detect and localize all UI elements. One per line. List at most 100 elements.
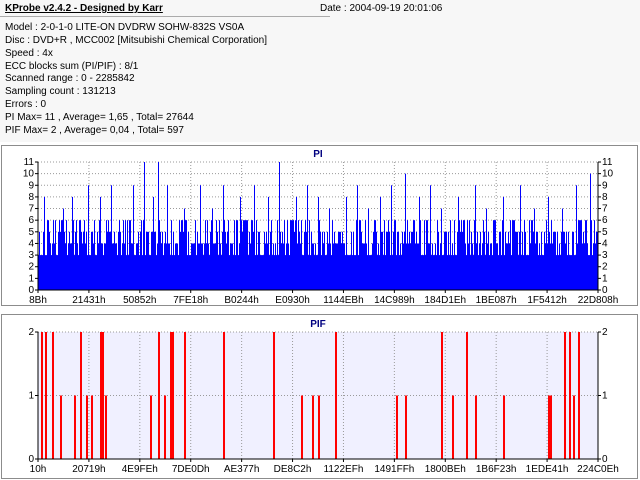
pi-spike — [88, 185, 89, 290]
pi-bar — [536, 231, 537, 290]
pi-bar — [67, 255, 68, 290]
pi-bar — [91, 231, 92, 290]
pi-bar — [228, 220, 229, 290]
pi-spike — [486, 208, 487, 290]
x-tick-label: 7DE0Dh — [172, 464, 210, 475]
pi-bar — [397, 231, 398, 290]
pi-bar — [230, 243, 231, 290]
pif-bar — [74, 395, 76, 459]
pif-bar — [396, 395, 398, 459]
pi-spike — [329, 208, 330, 290]
x-tick-label: 10h — [30, 464, 47, 475]
pi-bar — [109, 231, 110, 290]
y-tick-label-right: 3 — [602, 250, 608, 261]
pi-bar — [40, 255, 41, 290]
pi-bar — [572, 231, 573, 290]
pi-bar — [333, 243, 334, 290]
pi-bar — [387, 231, 388, 290]
pi-bar — [286, 243, 287, 290]
pi-bar — [162, 231, 163, 290]
pi-bar — [505, 231, 506, 290]
pi-bar — [545, 243, 546, 290]
pi-bar — [549, 231, 550, 290]
pi-bar — [521, 255, 522, 290]
pi-bar — [57, 255, 58, 290]
pi-bar — [70, 243, 71, 290]
pi-bar — [349, 255, 350, 290]
pi-bar — [341, 243, 342, 290]
x-tick-label: DE8C2h — [274, 464, 312, 475]
pi-spike — [158, 162, 159, 290]
pi-bar — [172, 255, 173, 290]
x-tick-label: 1122EFh — [324, 464, 364, 475]
pi-bar — [415, 243, 416, 290]
x-tick-label: 20719h — [72, 464, 105, 475]
pi-bar — [469, 220, 470, 290]
pi-bar — [263, 255, 264, 290]
pi-bar — [416, 231, 417, 290]
pi-bar — [186, 220, 187, 290]
y-tick-label: 2 — [28, 262, 34, 273]
pi-bar — [504, 255, 505, 290]
pi-spike — [520, 185, 521, 290]
pi-bar — [102, 243, 103, 290]
pi-bar — [512, 220, 513, 290]
error-count: Errors : 0 — [5, 99, 47, 110]
pi-bar — [54, 243, 55, 290]
pi-bar — [169, 243, 170, 290]
pif-bar — [45, 332, 47, 459]
pi-bar — [497, 243, 498, 290]
pi-bar — [226, 243, 227, 290]
pi-bar — [479, 243, 480, 290]
pi-bar — [435, 243, 436, 290]
pi-bar — [190, 255, 191, 290]
pi-bar — [314, 255, 315, 290]
info-panel: KProbe v2.4.2 - Designed by Karr Date : … — [0, 0, 640, 142]
y-tick-label-right: 7 — [602, 204, 608, 215]
pi-bar — [50, 243, 51, 290]
pi-bar — [87, 255, 88, 290]
pi-bar — [95, 255, 96, 290]
pi-bar — [459, 220, 460, 290]
pi-bar — [573, 231, 574, 290]
pi-bar — [215, 243, 216, 290]
pi-bar — [68, 243, 69, 290]
pi-bar — [547, 243, 548, 290]
pi-bar — [586, 220, 587, 290]
pi-bar — [52, 243, 53, 290]
pif-bar — [158, 332, 160, 459]
y-tick-label: 0 — [28, 285, 34, 296]
pi-bar — [546, 220, 547, 290]
pi-bar — [356, 220, 357, 290]
pi-bar — [585, 220, 586, 290]
pi-bar — [589, 255, 590, 290]
pi-bar — [160, 231, 161, 290]
pi-bar — [369, 255, 370, 290]
pi-bar — [245, 220, 246, 290]
pi-bar — [451, 255, 452, 290]
pi-bar — [103, 255, 104, 290]
pi-bar — [412, 231, 413, 290]
pi-bar — [204, 243, 205, 290]
pi-bar — [522, 231, 523, 290]
pi-bar — [274, 255, 275, 290]
pi-spike — [223, 185, 224, 290]
pi-bar — [302, 255, 303, 290]
pi-bar — [425, 255, 426, 290]
pi-bar — [531, 220, 532, 290]
pi-bar — [197, 231, 198, 290]
pi-bar — [509, 243, 510, 290]
pi-bar — [506, 243, 507, 290]
pi-bar — [519, 231, 520, 290]
pi-bar — [275, 243, 276, 290]
pi-bar — [348, 255, 349, 290]
pi-bar — [483, 220, 484, 290]
pi-bar — [510, 220, 511, 290]
pi-bar — [551, 220, 552, 290]
pi-spike — [576, 185, 577, 290]
pi-bar — [491, 243, 492, 290]
pi-bar — [460, 231, 461, 290]
pi-bar — [592, 255, 593, 290]
pi-bar — [374, 220, 375, 290]
pi-bar — [234, 220, 235, 290]
